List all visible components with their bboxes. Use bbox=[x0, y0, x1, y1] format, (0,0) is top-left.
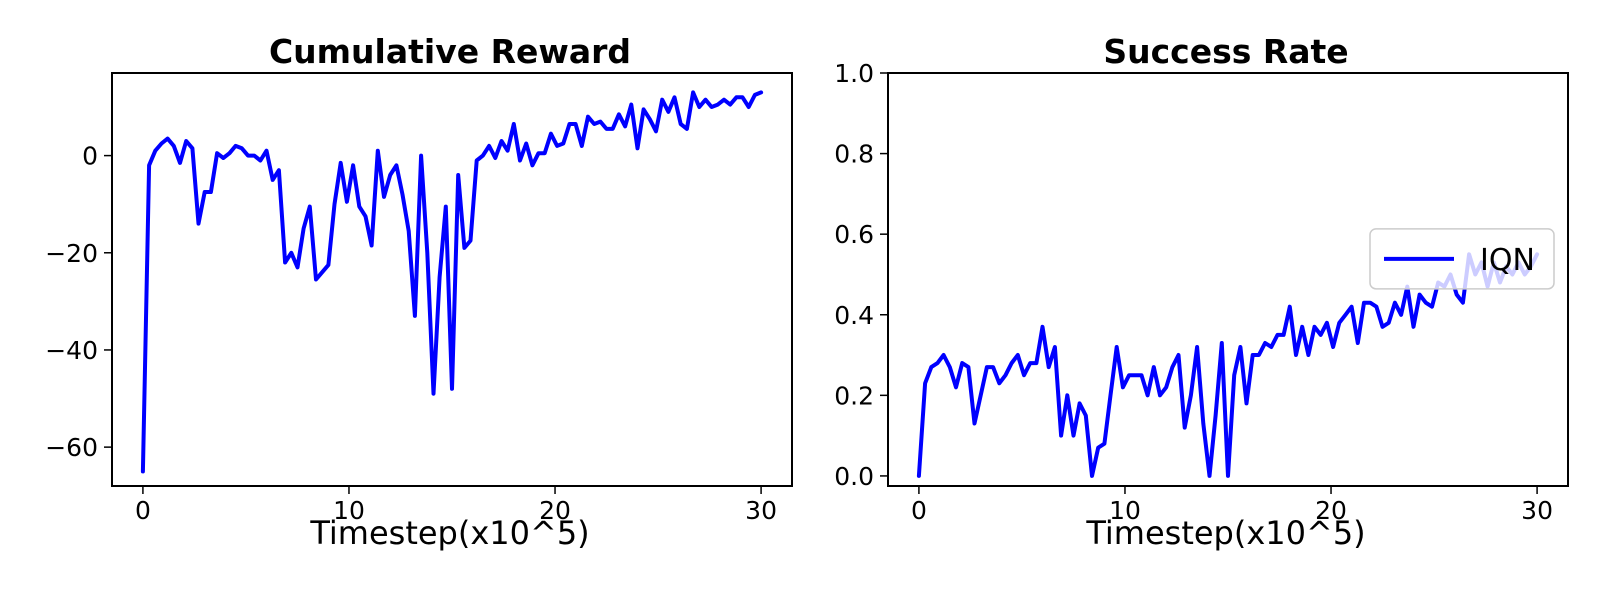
plot-frame bbox=[111, 72, 793, 487]
x-tick-label: 0 bbox=[135, 496, 151, 525]
x-axis-label: Timestep(x10^5) bbox=[1085, 514, 1365, 552]
x-tick-label: 20 bbox=[1315, 496, 1347, 525]
x-tick-label: 30 bbox=[1521, 496, 1553, 525]
x-tick-label: 10 bbox=[333, 496, 365, 525]
y-tick-label: 0.8 bbox=[834, 140, 874, 169]
series-line-iqn bbox=[916, 252, 1540, 478]
x-tick-label: 0 bbox=[911, 496, 927, 525]
x-tick-label: 30 bbox=[745, 496, 777, 525]
x-axis-label: Timestep(x10^5) bbox=[309, 514, 589, 552]
y-tick-label: 0.2 bbox=[834, 381, 874, 410]
y-tick-label: 0.6 bbox=[834, 220, 874, 249]
chart-title: Cumulative Reward bbox=[269, 32, 631, 71]
y-tick-label: 1.0 bbox=[834, 59, 874, 88]
y-tick-label: −20 bbox=[45, 239, 98, 268]
success-rate-chart: Success Rate Timestep(x10^5) 0 10 20 30 0.0 0… bbox=[834, 32, 1569, 552]
y-tick-label: 0 bbox=[82, 142, 98, 171]
y-tick-label: −40 bbox=[45, 336, 98, 365]
chart-title: Success Rate bbox=[1103, 32, 1348, 71]
plot-frame bbox=[887, 72, 1569, 487]
x-tick-label: 20 bbox=[539, 496, 571, 525]
legend: IQN bbox=[1369, 228, 1555, 290]
y-tick-label: 0.0 bbox=[834, 462, 874, 491]
series-line-iqn bbox=[140, 90, 764, 474]
y-tick-label: −60 bbox=[45, 433, 98, 462]
legend-label: IQN bbox=[1480, 243, 1535, 278]
x-tick-label: 10 bbox=[1109, 496, 1141, 525]
cumulative-reward-chart: Cumulative Reward Timestep(x10^5) 0 10 20 3… bbox=[45, 32, 793, 552]
y-tick-label: 0.4 bbox=[834, 301, 874, 330]
legend-box bbox=[1369, 228, 1555, 290]
